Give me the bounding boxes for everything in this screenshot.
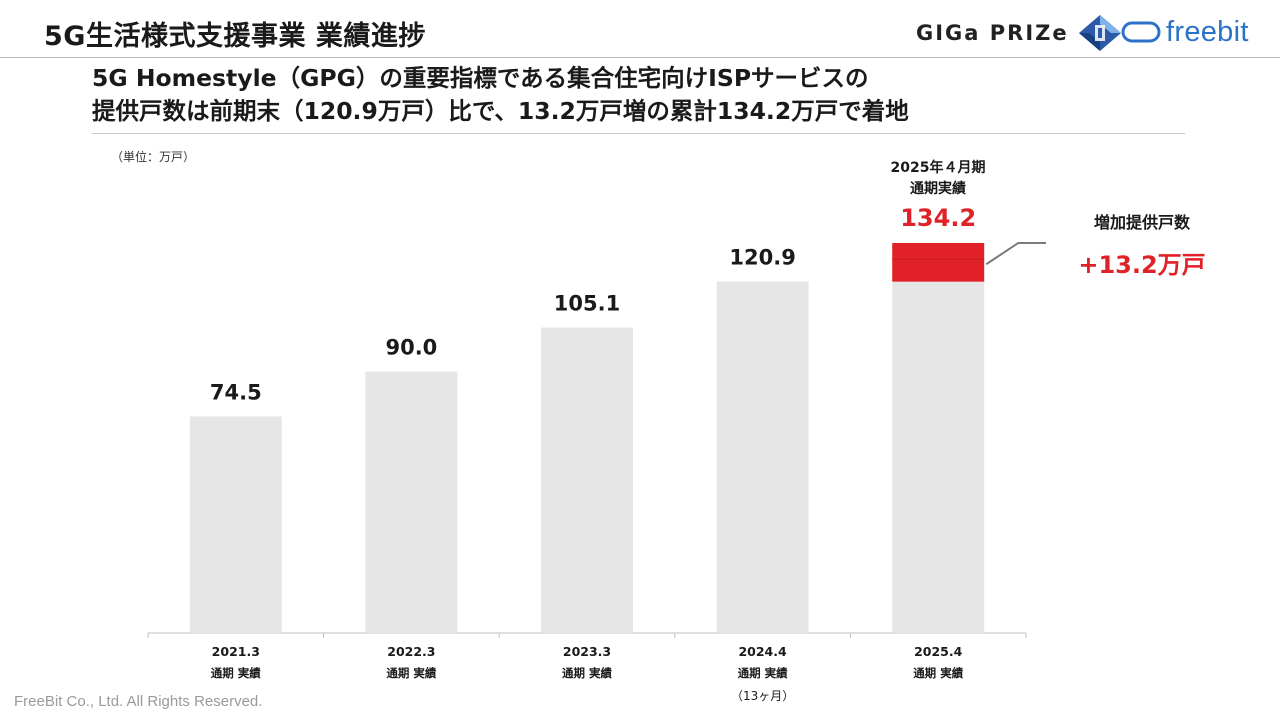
x-tick-label-2022.3: 2022.3 [387, 644, 435, 659]
bar-2022.3 [365, 371, 458, 633]
x-tick-label-2024.4: 2024.4 [738, 644, 787, 659]
headline-line-2: 提供戸数は前期末（120.9万戸）比で、13.2万戸増の累計134.2万戸で着地 [92, 97, 909, 125]
gigaprize-wordmark: GIGa PRIZe [916, 21, 1069, 45]
increase-connector-line [985, 242, 1046, 266]
freebit-logo: freebit [1120, 14, 1249, 50]
freebit-wordmark: freebit [1166, 15, 1249, 48]
gigaprize-emblem-icon [1078, 15, 1121, 51]
x-tick-label-2021.3: 2021.3 [212, 644, 260, 659]
headline-line-1: 5G Homestyle（GPG）の重要指標である集合住宅向けISPサービスの [92, 64, 869, 92]
x-tick-label-2023.3: 2023.3 [563, 644, 611, 659]
x-tick-note-2024.4: （13ヶ月） [731, 689, 794, 703]
bar-increment-2025.4 [892, 243, 985, 282]
x-tick-sublabel-2025.4: 通期 実績 [913, 666, 964, 680]
value-label-2022.3: 90.0 [385, 335, 437, 359]
x-tick-sublabel-2024.4: 通期 実績 [738, 666, 789, 680]
value-label-2023.3: 105.1 [554, 292, 620, 316]
headline: 5G Homestyle（GPG）の重要指標である集合住宅向けISPサービスの … [92, 62, 909, 128]
value-label-2024.4: 120.9 [729, 246, 795, 270]
increase-label: 増加提供戸数 [1093, 213, 1190, 232]
freebit-cloud-icon [1121, 21, 1161, 43]
x-tick-sublabel-2023.3: 通期 実績 [562, 666, 613, 680]
page-title: 5G生活様式支援事業 業績進捗 [44, 21, 426, 52]
bar-2024.4 [716, 281, 809, 633]
value-label-2025.4: 134.2 [900, 204, 976, 232]
bar-2021.3 [189, 416, 282, 633]
value-label-2021.3: 74.5 [210, 380, 262, 404]
period-callout-line-2: 通期実績 [910, 181, 966, 197]
period-callout-line-1: 2025年４月期 [890, 160, 986, 176]
x-tick-sublabel-2022.3: 通期 実績 [386, 666, 437, 680]
x-tick-sublabel-2021.3: 通期 実績 [211, 666, 262, 680]
bar-2023.3 [541, 327, 633, 633]
bar-2025.4 [892, 281, 985, 633]
gigaprize-logo: GIGa PRIZe [916, 15, 1123, 51]
period-callout: 2025年４月期 通期実績 [860, 158, 1016, 200]
copyright-footer: FreeBit Co., Ltd. All Rights Reserved. [14, 693, 263, 710]
x-tick-label-2025.4: 2025.4 [914, 644, 963, 659]
headline-divider [92, 133, 1185, 134]
unit-label: （単位：万戸） [111, 150, 196, 164]
increase-value: +13.2万戸 [1078, 251, 1206, 279]
header-divider [0, 57, 1280, 58]
